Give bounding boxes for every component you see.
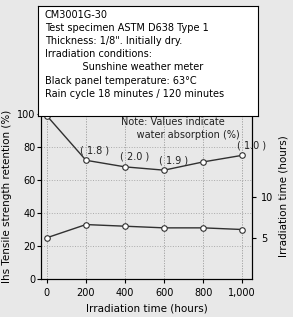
Text: ( 2.0 ): ( 2.0 ) xyxy=(120,152,149,162)
Text: ( 1.9 ): ( 1.9 ) xyxy=(159,155,188,165)
X-axis label: Irradiation time (hours): Irradiation time (hours) xyxy=(86,304,207,314)
Text: ( 1.0 ): ( 1.0 ) xyxy=(237,140,266,150)
Text: CM3001G-30
Test specimen ASTM D638 Type 1
Thickness: 1/8". Initially dry.
Irradi: CM3001G-30 Test specimen ASTM D638 Type … xyxy=(45,10,224,99)
Text: Note: Values indicate
     water absorption (%): Note: Values indicate water absorption (… xyxy=(121,117,240,140)
Y-axis label: Irradiation time (hours): Irradiation time (hours) xyxy=(279,136,289,257)
Text: ( 1.8 ): ( 1.8 ) xyxy=(81,145,110,155)
Y-axis label: Ihs Tensile strength retention (%): Ihs Tensile strength retention (%) xyxy=(1,110,11,283)
